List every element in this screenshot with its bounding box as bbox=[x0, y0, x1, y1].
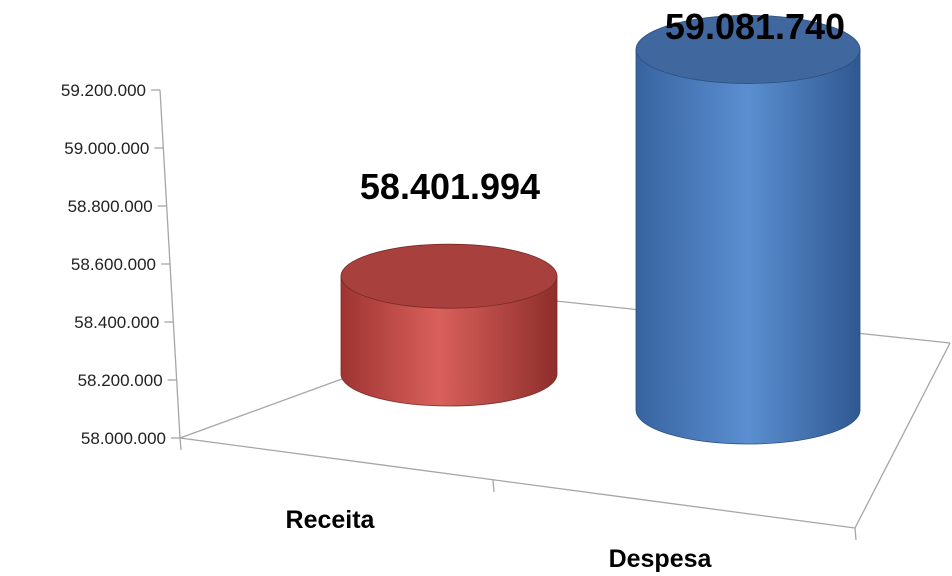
y-axis-ticks: 58.000.000 58.200.000 58.400.000 58.600.000… bbox=[61, 81, 180, 448]
bar-receita-top bbox=[340, 243, 558, 309]
y-tick-label: 59.000.000 bbox=[64, 139, 149, 158]
category-label-receita: Receita bbox=[286, 506, 376, 534]
category-label-despesa: Despesa bbox=[609, 545, 713, 573]
bar-despesa-body bbox=[635, 49, 861, 445]
x-tick-mid bbox=[492, 479, 495, 493]
data-label-receita: 58.401.994 bbox=[360, 166, 540, 207]
x-tick-right bbox=[854, 527, 857, 541]
right-floor-edge bbox=[854, 342, 951, 529]
y-tick-label: 58.200.000 bbox=[78, 371, 163, 390]
bar-despesa-top bbox=[635, 15, 861, 84]
y-tick-label: 58.600.000 bbox=[71, 255, 156, 274]
front-floor-edge bbox=[179, 437, 856, 529]
bar-despesa bbox=[635, 15, 861, 445]
bar-receita bbox=[340, 243, 558, 407]
y-tick-label: 58.400.000 bbox=[74, 313, 159, 332]
x-tick-left bbox=[179, 437, 182, 451]
data-label-despesa: 59.081.740 bbox=[665, 6, 845, 47]
chart-bars bbox=[340, 15, 861, 445]
data-labels: 58.401.994 59.081.740 bbox=[360, 6, 845, 207]
y-tick-label: 58.000.000 bbox=[81, 429, 166, 448]
bar-receita-body bbox=[340, 275, 558, 407]
category-labels: Receita Despesa bbox=[286, 506, 713, 573]
y-tick-label: 58.800.000 bbox=[68, 197, 153, 216]
y-tick-label: 59.200.000 bbox=[61, 81, 146, 100]
